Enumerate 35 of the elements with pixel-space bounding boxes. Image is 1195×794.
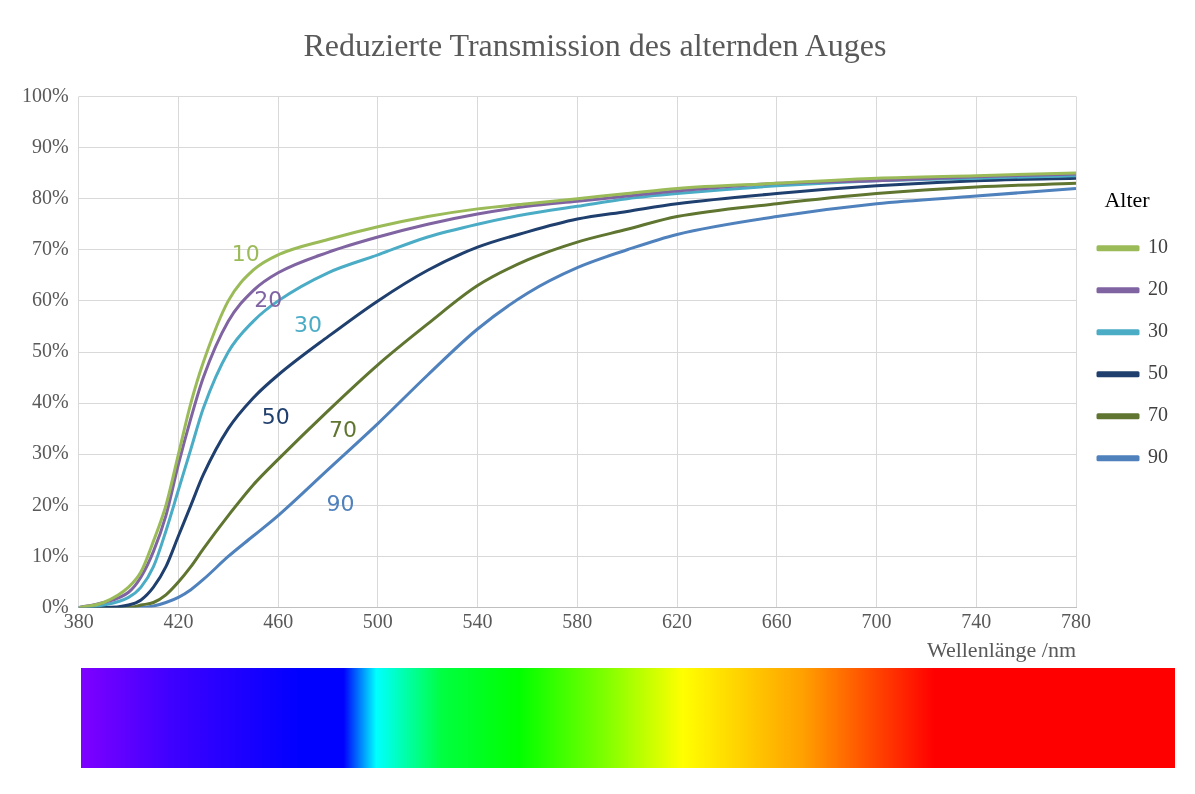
x-tick-label: 460 <box>263 609 294 632</box>
legend-label: 20 <box>1148 277 1168 300</box>
x-tick-label: 660 <box>761 609 792 632</box>
x-tick-label: 420 <box>163 609 194 632</box>
text: 70 <box>328 416 357 442</box>
legend-label: 10 <box>1148 235 1168 258</box>
y-tick-label: 60% <box>31 288 69 311</box>
x-tick-label: 540 <box>462 609 493 632</box>
text: 90 <box>326 491 355 517</box>
y-tick-label: 100% <box>21 83 69 106</box>
text: 30 <box>294 312 323 338</box>
y-tick-label: 50% <box>31 339 69 362</box>
legend-label: 90 <box>1148 445 1168 468</box>
x-tick-label: 620 <box>662 609 693 632</box>
y-tick-label: 10% <box>31 543 69 566</box>
y-tick-label: 90% <box>31 134 69 157</box>
x-tick-label: 740 <box>961 609 992 632</box>
chart-title: Reduzierte Transmission des alternden Auges <box>303 26 887 63</box>
x-axis-title: Wellenlänge /nm <box>926 636 1076 662</box>
legend-label: 50 <box>1148 361 1168 384</box>
legend-title: Alter <box>1104 186 1151 212</box>
y-tick-label: 20% <box>31 492 69 515</box>
y-tick-label: 80% <box>31 185 69 208</box>
legend-label: 70 <box>1148 403 1168 426</box>
y-tick-label: 40% <box>31 390 69 413</box>
text: 10 <box>231 240 260 266</box>
y-tick-label: 30% <box>31 441 69 464</box>
x-tick-label: 580 <box>562 609 593 632</box>
legend-label: 30 <box>1148 319 1168 342</box>
text: 50 <box>261 404 290 430</box>
x-tick-label: 700 <box>861 609 892 632</box>
x-tick-label: 500 <box>362 609 393 632</box>
text: 20 <box>254 286 283 312</box>
y-tick-label: 70% <box>31 237 69 260</box>
x-tick-label: 780 <box>1061 609 1091 632</box>
